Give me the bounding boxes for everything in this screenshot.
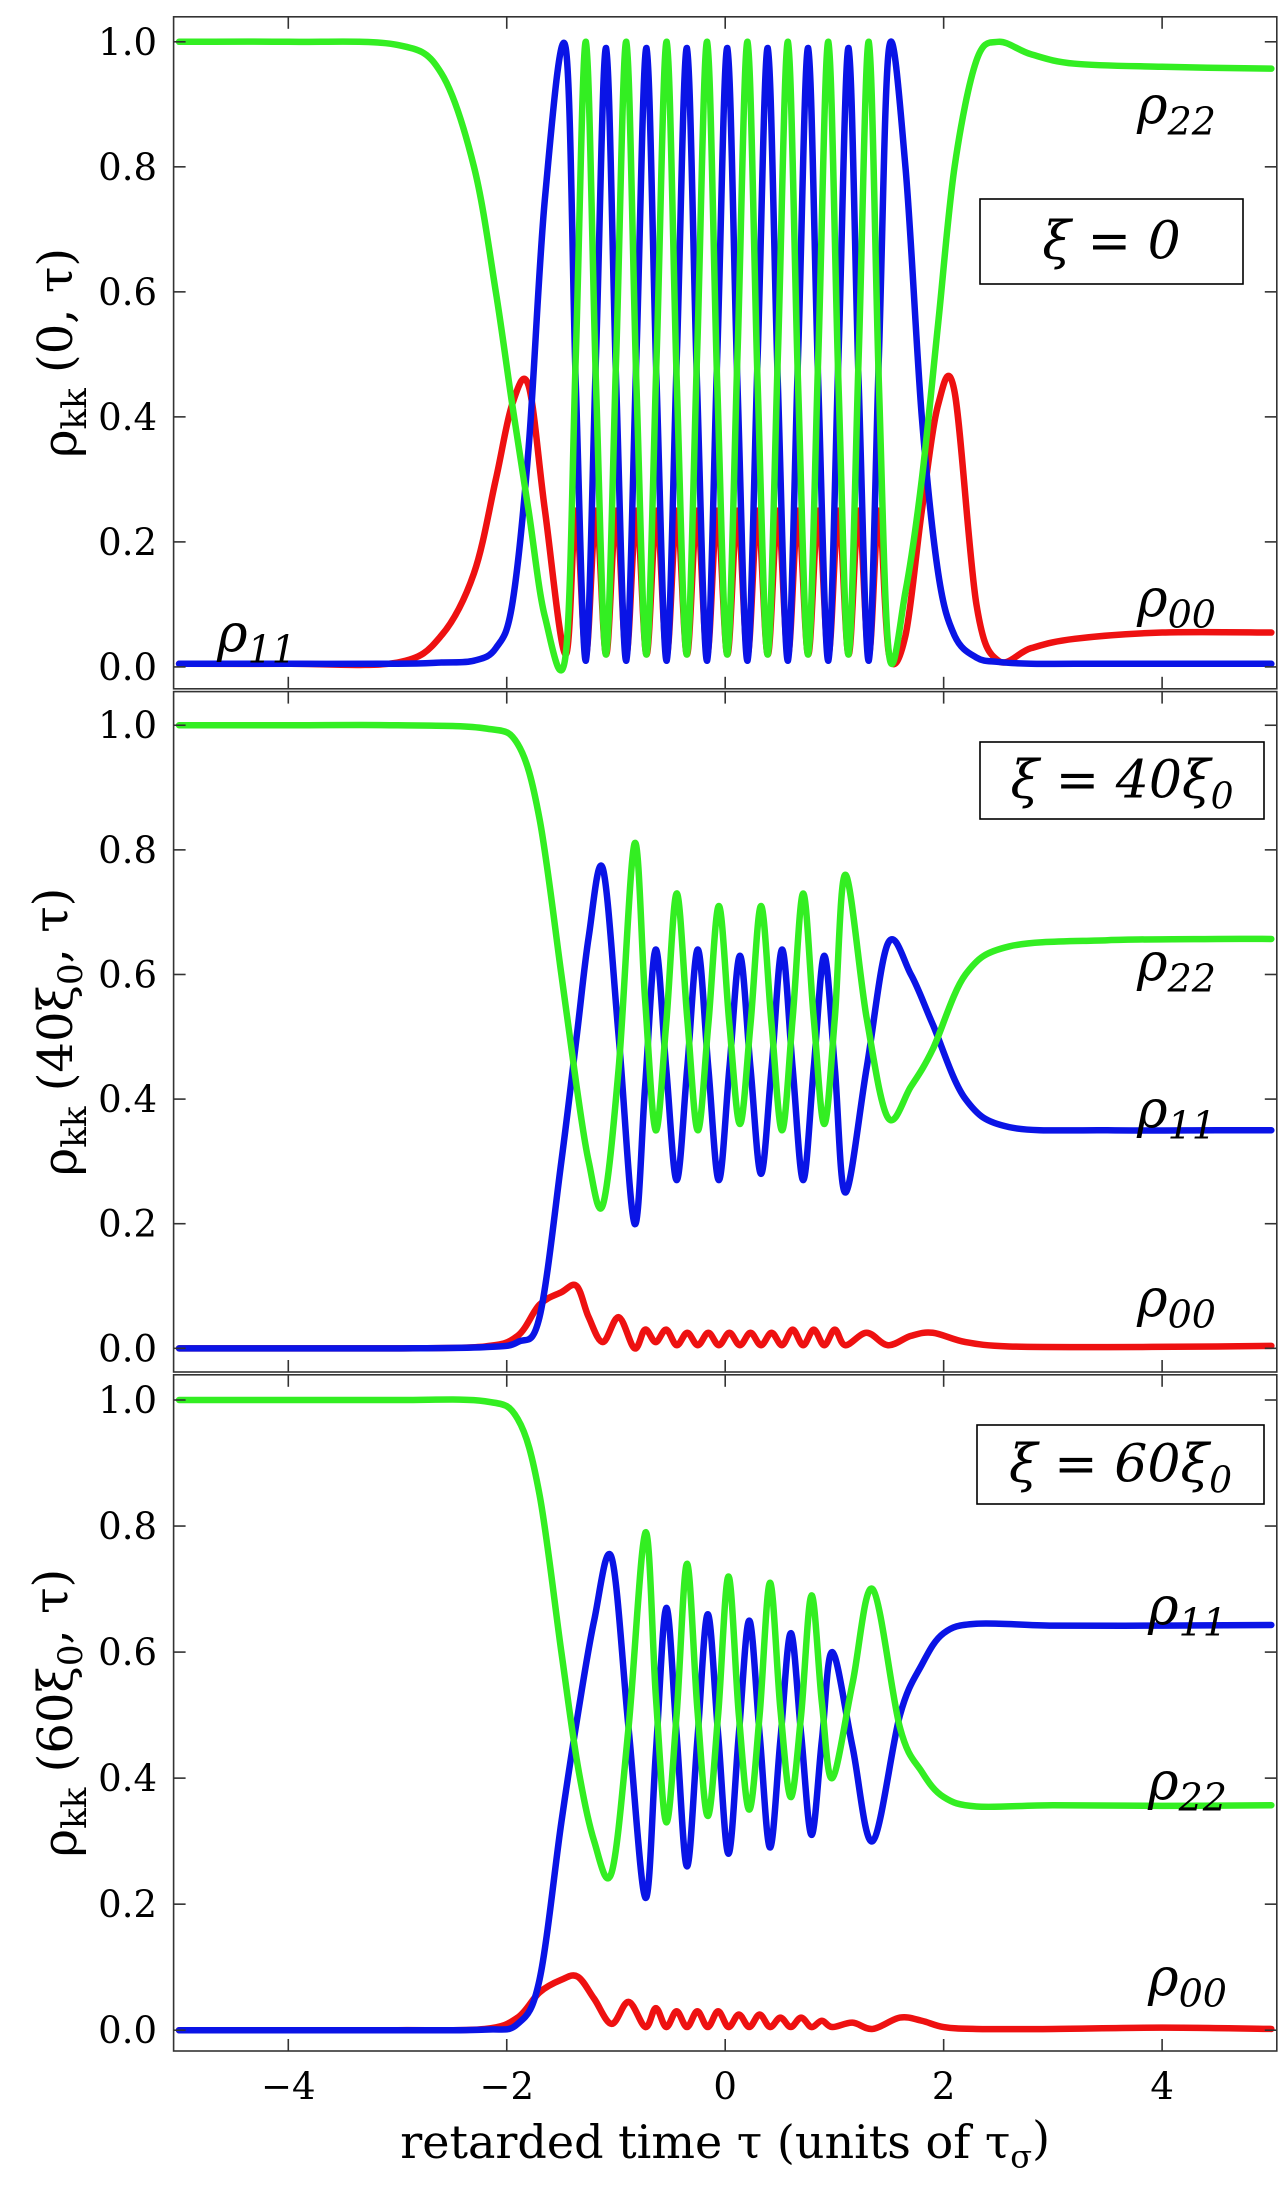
y-tick-label: 0.2 [98, 521, 157, 564]
subscript: 22 [1178, 1775, 1227, 1819]
text-part: ) [1032, 2111, 1050, 2165]
subscript: 11 [1168, 1103, 1216, 1147]
curve-label: ρ22 [1136, 933, 1216, 1000]
y-tick-label: 0.2 [98, 1203, 157, 1246]
subscript: 0 [1211, 776, 1234, 817]
y-axis-label: ρkk (40ξ0, τ) [24, 888, 96, 1176]
subscript: 00 [1179, 1971, 1227, 2015]
y-tick-label: 0.8 [98, 829, 157, 872]
subscript: 22 [1167, 99, 1216, 143]
x-tick-label: −4 [261, 2065, 316, 2108]
x-tick-label: 2 [932, 2065, 956, 2108]
subscript: 0 [51, 963, 91, 985]
series-line [175, 1972, 1275, 2034]
label-box [979, 741, 1265, 820]
text-part: ρ [1136, 569, 1168, 629]
curve-label: ρ22 [1147, 1752, 1227, 1819]
series-line [175, 1396, 1275, 1882]
text-part: ξ = 60ξ [1009, 1435, 1211, 1495]
text-part: ρ [32, 1148, 88, 1176]
subscript: kk [55, 1106, 95, 1148]
y-tick-label: 0.4 [98, 396, 157, 439]
text-part: (40ξ [28, 985, 84, 1107]
text-part: retarded time τ (units of τ [400, 2115, 1010, 2169]
series-line [175, 721, 1275, 1212]
y-tick-label: 0.8 [98, 146, 157, 189]
subscript: kk [55, 1787, 95, 1829]
y-tick-label: 0.0 [98, 2009, 157, 2052]
y-tick-label: 1.0 [98, 1379, 157, 1422]
label-box [976, 1424, 1265, 1505]
series-line [175, 1281, 1275, 1352]
text-part: ρ [216, 604, 248, 664]
text-part: ρ [32, 429, 88, 457]
x-axis-label: retarded time τ (units of τσ) [400, 2111, 1050, 2176]
y-tick-label: 0.8 [98, 1505, 157, 1548]
y-tick-label: 0.4 [98, 1757, 157, 1800]
text-part: ρ [1147, 1948, 1179, 2008]
text-part: ξ = 0 [1042, 212, 1180, 272]
text-part: ρ [1147, 1752, 1179, 1812]
text-part: (0, τ) [28, 248, 84, 388]
x-tick-label: −2 [479, 2065, 534, 2108]
curve-label: ρ00 [1147, 1948, 1227, 2015]
y-tick-label: 1.0 [98, 704, 157, 747]
subscript: 00 [1168, 1292, 1216, 1336]
text-part: ρ [1136, 1269, 1168, 1329]
lines [175, 1396, 1275, 2034]
series-line [175, 862, 1275, 1352]
x-tick-label: 0 [713, 2065, 737, 2108]
text-part: , τ) [24, 1569, 80, 1645]
text-part: ξ = 40ξ [1011, 751, 1213, 811]
y-axis-label: ρkk (0, τ) [28, 248, 95, 458]
subscript: 22 [1167, 956, 1216, 1000]
text-part: ρ [32, 1829, 88, 1857]
curve-label: ρ00 [1136, 1269, 1216, 1336]
subscript: 0 [51, 1645, 91, 1667]
curve-label: ρ11 [1147, 1577, 1227, 1644]
y-tick-label: 0.0 [98, 1327, 157, 1370]
subscript: 11 [248, 627, 296, 671]
label-box [979, 198, 1244, 285]
text-part: ρ [1147, 1577, 1179, 1637]
text-part: ρ [1136, 1080, 1168, 1140]
y-tick-label: 0.6 [98, 271, 157, 314]
y-tick-label: 0.6 [98, 1631, 157, 1674]
text-part: , τ) [24, 888, 80, 964]
curve-label: ρ11 [216, 604, 296, 671]
box-label: ξ = 60ξ0 [1009, 1435, 1232, 1502]
subscript: 0 [1209, 1460, 1232, 1501]
text-part: (60ξ [28, 1666, 84, 1788]
curve-label: ρ11 [1136, 1080, 1216, 1147]
y-tick-label: 0.0 [98, 646, 157, 689]
text-part: ρ [1136, 76, 1168, 136]
box-label: ξ = 40ξ0 [1011, 751, 1234, 818]
lines [175, 38, 1275, 674]
lines [175, 721, 1275, 1352]
y-tick-label: 1.0 [98, 21, 157, 64]
y-axis-label: ρkk (60ξ0, τ) [24, 1569, 96, 1857]
subscript: 11 [1179, 1600, 1227, 1644]
y-tick-label: 0.2 [98, 1883, 157, 1926]
series-line [175, 38, 1275, 674]
y-tick-label: 0.4 [98, 1078, 157, 1121]
x-tick-label: 4 [1150, 2065, 1174, 2108]
curve-label: ρ22 [1136, 76, 1216, 143]
curve-label: ρ00 [1136, 569, 1216, 636]
text-part: ρ [1136, 933, 1168, 993]
subscript: kk [55, 388, 95, 430]
box-label: ξ = 0 [1042, 212, 1180, 272]
y-tick-label: 0.6 [98, 953, 157, 996]
subscript: 00 [1168, 592, 1216, 636]
subscript: σ [1010, 2138, 1032, 2176]
